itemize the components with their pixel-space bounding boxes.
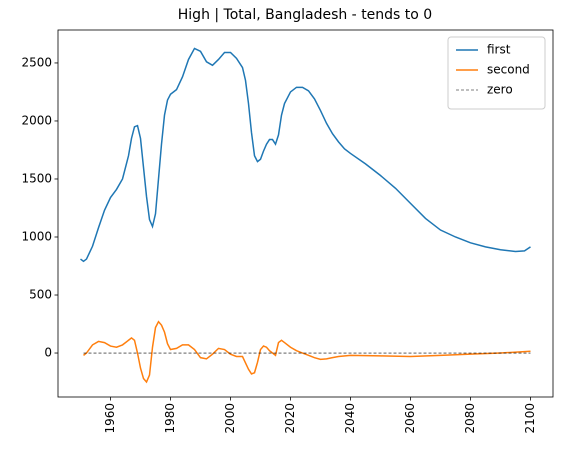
y-tick-label: 0 (44, 346, 52, 360)
y-tick-label: 2500 (21, 55, 52, 69)
line-series (83, 320, 531, 384)
x-tick-label: 2020 (283, 403, 297, 434)
line-series (80, 47, 531, 263)
x-tick-label: 2060 (403, 403, 417, 434)
x-tick-label: 1960 (103, 403, 117, 434)
x-tick-label: 2080 (463, 403, 477, 434)
legend-label: second (487, 63, 530, 77)
y-tick-label: 500 (29, 288, 52, 302)
plot-frame (57, 29, 554, 398)
y-tick-label: 1000 (21, 229, 52, 243)
x-tick-label: 2040 (343, 403, 357, 434)
chart-title: High | Total, Bangladesh - tends to 0 (178, 7, 432, 23)
y-tick-label: 2000 (21, 113, 52, 127)
x-tick-label: 2100 (523, 403, 537, 434)
legend-label: first (487, 43, 511, 57)
x-tick-label: 1980 (163, 403, 177, 434)
legend-box (447, 36, 546, 110)
y-tick-label: 1500 (21, 171, 52, 185)
legend-label: zero (487, 83, 513, 97)
x-tick-label: 2000 (223, 403, 237, 434)
